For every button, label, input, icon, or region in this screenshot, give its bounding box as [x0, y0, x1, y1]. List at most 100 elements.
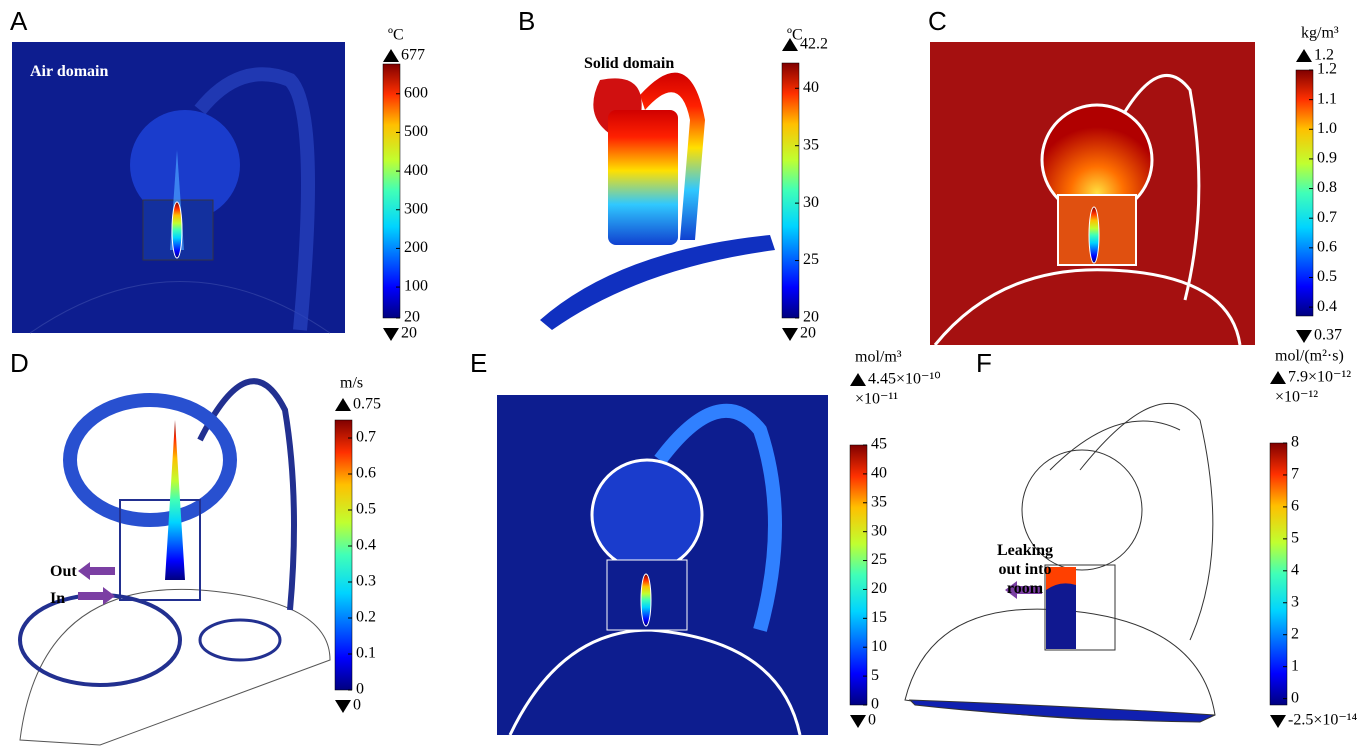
colorbar [782, 63, 799, 318]
max-label: 1.2 [1314, 47, 1334, 64]
colorbar-tick-label: 300 [404, 200, 428, 217]
annotation: out into [999, 561, 1052, 578]
min-marker [1270, 715, 1286, 728]
unit: mol/m³ [855, 349, 902, 366]
annotation: Air domain [30, 63, 108, 80]
colorbar-tick-label: 30 [871, 522, 887, 539]
panel-b-image [540, 73, 775, 330]
colorbar-tick-label: 500 [404, 123, 428, 140]
colorbar-tick-label: 1 [1291, 657, 1299, 674]
colorbar-tick-label: 0.2 [356, 609, 376, 626]
colorbar-tick-label: 4 [1291, 561, 1299, 578]
colorbar [383, 64, 400, 318]
colorbar-tick-label: 0 [871, 696, 879, 713]
min-marker [850, 715, 866, 728]
arrow-label: In [50, 590, 65, 607]
colorbar-tick-label: 40 [871, 465, 887, 482]
panel-f-image [905, 403, 1215, 722]
max-label: 677 [401, 47, 425, 64]
colorbar-tick-label: 8 [1291, 434, 1299, 451]
colorbar-tick-label: 0.4 [1317, 298, 1337, 315]
colorbar-tick-label: 25 [803, 251, 819, 268]
max-label: 42.2 [800, 36, 828, 53]
colorbar-tick-label: 0 [1291, 689, 1299, 706]
colorbar-tick-label: 7 [1291, 466, 1299, 483]
min-label: -2.5×10⁻¹⁴ [1288, 712, 1358, 729]
colorbar-tick-label: 6 [1291, 498, 1299, 515]
min-label: 0 [868, 712, 876, 729]
max-marker [1270, 371, 1286, 384]
min-marker [383, 328, 399, 341]
max-marker [383, 49, 399, 62]
colorbar-tick-label: 20 [803, 309, 819, 326]
colorbar-tick-label: 15 [871, 609, 887, 626]
min-marker [1296, 330, 1312, 343]
colorbar-tick-label: 600 [404, 84, 428, 101]
max-label: 7.9×10⁻¹² [1288, 369, 1351, 386]
multiplier: ×10⁻¹¹ [855, 391, 898, 408]
colorbar-tick-label: 35 [871, 493, 887, 510]
annotation: Solid domain [584, 55, 674, 72]
max-marker [335, 398, 351, 411]
min-label: 20 [401, 325, 417, 342]
colorbar-tick-label: 0.6 [356, 465, 376, 482]
panel-letter: B [518, 6, 535, 36]
unit: kg/m³ [1301, 25, 1339, 42]
colorbar [335, 420, 352, 690]
panel-letter: C [928, 6, 947, 36]
colorbar-tick-label: 3 [1291, 593, 1299, 610]
min-label: 0.37 [1314, 327, 1342, 344]
colorbar-tick-label: 100 [404, 278, 428, 295]
panel-c-image [930, 42, 1255, 345]
unit: ºC [388, 27, 404, 44]
colorbar-tick-label: 0.9 [1317, 150, 1337, 167]
colorbar-tick-label: 0.5 [1317, 268, 1337, 285]
colorbar-tick-label: 5 [1291, 530, 1299, 547]
min-label: 20 [800, 325, 816, 342]
colorbar-tick-label: 2 [1291, 625, 1299, 642]
panel-e-image [497, 395, 828, 735]
panel-letter: E [470, 348, 487, 378]
max-marker [1296, 49, 1312, 62]
colorbar-tick-label: 10 [871, 638, 887, 655]
colorbar [1270, 443, 1287, 705]
min-marker [335, 700, 351, 713]
colorbar-tick-label: 35 [803, 136, 819, 153]
colorbar-tick-label: 20 [871, 580, 887, 597]
colorbar-tick-label: 0.4 [356, 537, 376, 554]
colorbar-tick-label: 5 [871, 667, 879, 684]
colorbar-tick-label: 0.5 [356, 501, 376, 518]
colorbar-tick-label: 400 [404, 162, 428, 179]
colorbar-tick-label: 25 [871, 551, 887, 568]
colorbar-tick-label: 0 [356, 681, 364, 698]
colorbar-tick-label: 0.3 [356, 573, 376, 590]
unit: mol/(m²·s) [1275, 348, 1344, 365]
colorbar [1296, 70, 1313, 316]
colorbar-tick-label: 45 [871, 436, 887, 453]
colorbar-tick-label: 200 [404, 239, 428, 256]
colorbar-tick-label: 1.1 [1317, 90, 1337, 107]
multiplier: ×10⁻¹² [1275, 389, 1318, 406]
colorbar-tick-label: 1.0 [1317, 120, 1337, 137]
colorbar-tick-label: 0.7 [356, 429, 376, 446]
min-label: 0 [353, 697, 361, 714]
figure: AºC2010020030040050060067720Air domainBº… [0, 0, 1368, 751]
panel-letter: D [10, 348, 29, 378]
min-marker [782, 328, 798, 341]
annotation: Leaking [997, 542, 1053, 559]
max-marker [850, 373, 866, 386]
colorbar-tick-label: 0.8 [1317, 179, 1337, 196]
max-label: 4.45×10⁻¹⁰ [868, 371, 941, 388]
colorbar-tick-label: 30 [803, 194, 819, 211]
arrow-label: Out [50, 563, 77, 580]
max-label: 0.75 [353, 396, 381, 413]
colorbar-tick-label: 40 [803, 79, 819, 96]
panel-letter: F [976, 348, 992, 378]
unit: m/s [340, 375, 363, 392]
annotation: room [1007, 580, 1044, 597]
colorbar-tick-label: 20 [404, 309, 420, 326]
panel-letter: A [10, 6, 28, 36]
colorbar-tick-label: 0.7 [1317, 209, 1337, 226]
colorbar-tick-label: 0.6 [1317, 239, 1337, 256]
colorbar-tick-label: 0.1 [356, 645, 376, 662]
